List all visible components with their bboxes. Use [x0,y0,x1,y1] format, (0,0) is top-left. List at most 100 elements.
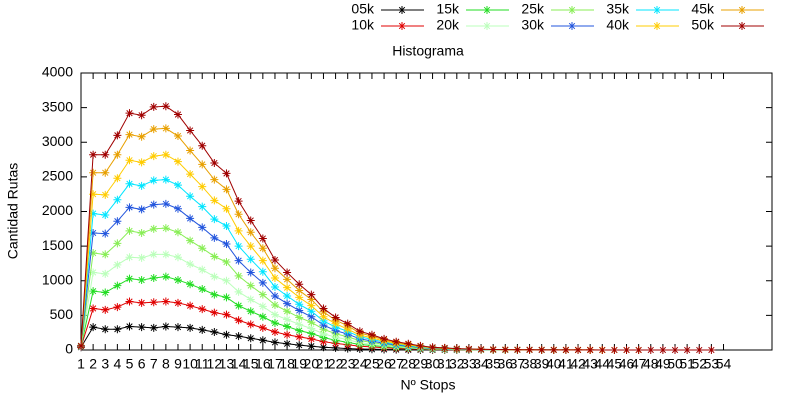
x-tick-label: 54 [716,356,732,372]
point-marker [295,341,304,350]
point-marker [343,319,352,328]
point-marker [149,125,158,134]
point-marker [186,323,195,332]
point-marker [234,301,243,310]
y-tick-label: 1500 [42,237,73,253]
x-tick-label: 41 [558,356,574,372]
point-marker [222,204,231,213]
point-marker [149,298,158,307]
point-marker [198,202,207,211]
x-tick-label: 31 [437,356,453,372]
point-marker [283,291,292,300]
x-tick-label: 24 [352,356,368,372]
legend-marker [653,6,661,14]
point-marker [101,250,110,259]
point-marker [222,258,231,267]
y-tick-label: 2000 [42,202,73,218]
point-marker [173,228,182,237]
point-marker [89,268,98,277]
point-marker [198,160,207,169]
point-marker [161,199,170,208]
legend-label: 25k [521,1,545,17]
x-tick-label: 40 [546,356,562,372]
point-marker [186,236,195,245]
legend-label: 50k [691,17,715,33]
x-tick-label: 8 [162,356,170,372]
legend-label: 15k [436,1,460,17]
legend-label: 45k [691,1,715,17]
point-marker [113,131,122,140]
point-marker [355,327,364,336]
point-marker [137,158,146,167]
point-marker [234,271,243,280]
point-marker [283,330,292,339]
point-marker [549,345,558,354]
point-marker [270,291,279,300]
point-marker [283,307,292,316]
point-marker [319,312,328,321]
point-marker [101,210,110,219]
series-line [80,276,506,351]
point-marker [307,312,316,321]
point-marker [173,157,182,166]
point-marker [658,346,667,354]
point-marker [707,346,716,354]
point-marker [89,304,98,313]
point-marker [270,300,279,309]
point-marker [173,132,182,141]
x-tick-label: 12 [207,356,223,372]
point-marker [137,205,146,214]
point-marker [161,297,170,306]
x-tick-label: 29 [413,356,429,372]
x-tick-label: 18 [279,356,295,372]
x-tick-label: 17 [267,356,283,372]
point-marker [246,242,255,251]
point-marker [210,308,219,317]
point-marker [234,287,243,296]
x-tick-label: 22 [328,356,344,372]
point-marker [295,326,304,335]
point-marker [307,295,316,304]
x-tick-label: 21 [316,356,332,372]
point-marker [89,209,98,218]
y-tick-label: 4000 [42,64,73,80]
point-marker [113,260,122,269]
point-marker [222,222,231,231]
point-marker [149,200,158,209]
point-marker [258,267,267,276]
point-marker [210,175,219,184]
point-marker [89,323,98,332]
point-marker [149,176,158,185]
point-marker [173,276,182,285]
point-marker [234,256,243,265]
point-marker [113,303,122,312]
point-marker [246,307,255,316]
point-marker [234,197,243,206]
point-marker [258,323,267,332]
x-tick-label: 14 [231,356,247,372]
point-marker [307,307,316,316]
x-tick-label: 51 [679,356,695,372]
point-marker [113,195,122,204]
point-marker [137,276,146,285]
point-marker [161,272,170,281]
legend-label: 40k [606,17,630,33]
point-marker [319,316,328,325]
point-marker [210,290,219,299]
point-marker [210,252,219,261]
point-marker [89,190,98,199]
point-marker [258,302,267,311]
x-tick-label: 32 [449,356,465,372]
point-marker [101,325,110,334]
x-tick-label: 27 [388,356,404,372]
point-marker [295,320,304,329]
point-marker [234,226,243,235]
x-tick-label: 30 [425,356,441,372]
x-tick-label: 46 [619,356,635,372]
point-marker [101,229,110,238]
x-tick-label: 39 [534,356,550,372]
point-marker [270,327,279,336]
point-marker [173,110,182,119]
legend-label: 05k [351,1,375,17]
